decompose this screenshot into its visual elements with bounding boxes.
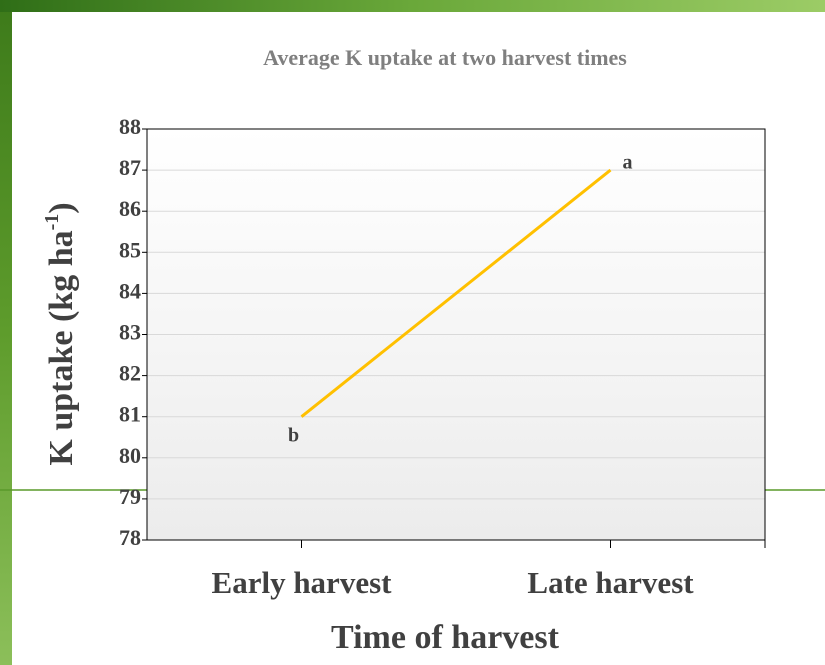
y-axis-title-tail: ) [43,202,80,213]
y-tick-label: 78 [119,525,141,550]
y-tick-label: 88 [119,114,141,139]
y-tick-label: 85 [119,237,141,262]
chart-title: Average K uptake at two harvest times [263,45,627,70]
y-axis-title: K uptake (kg ha-1) [41,202,80,465]
y-tick-label: 83 [119,320,141,345]
y-tick-label: 81 [119,402,141,427]
series-line [300,168,612,418]
y-tick-label: 87 [119,155,141,180]
leaf-border-top [0,0,825,12]
y-axis-title-sup: -1 [41,214,63,231]
point-annotation: b [288,424,299,446]
y-tick-label: 80 [119,443,141,468]
x-tick-label: Early harvest [212,565,393,600]
x-tick-label: Late harvest [527,565,694,600]
y-axis-title-main: K uptake (kg ha [43,230,80,465]
y-tick-label: 82 [119,361,141,386]
y-tick-label: 79 [119,484,141,509]
y-tick-label: 84 [119,278,141,303]
point-annotation: a [623,152,633,174]
x-axis-title: Time of harvest [331,619,560,656]
y-tick-label: 86 [119,196,141,221]
leaf-border-left [0,0,12,665]
